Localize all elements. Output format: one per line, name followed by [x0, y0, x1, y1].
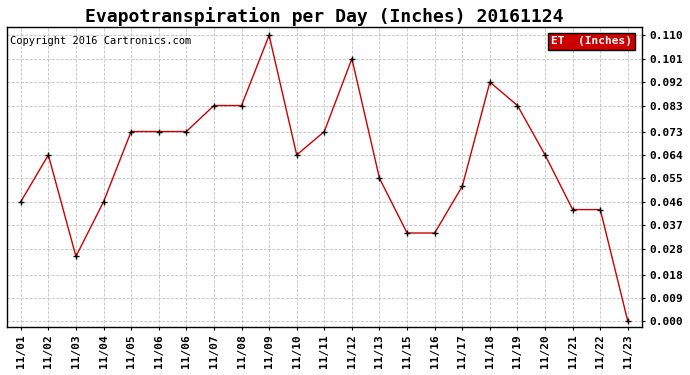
Text: Copyright 2016 Cartronics.com: Copyright 2016 Cartronics.com [10, 36, 191, 46]
Title: Evapotranspiration per Day (Inches) 20161124: Evapotranspiration per Day (Inches) 2016… [85, 7, 564, 26]
Text: ET  (Inches): ET (Inches) [551, 36, 632, 46]
